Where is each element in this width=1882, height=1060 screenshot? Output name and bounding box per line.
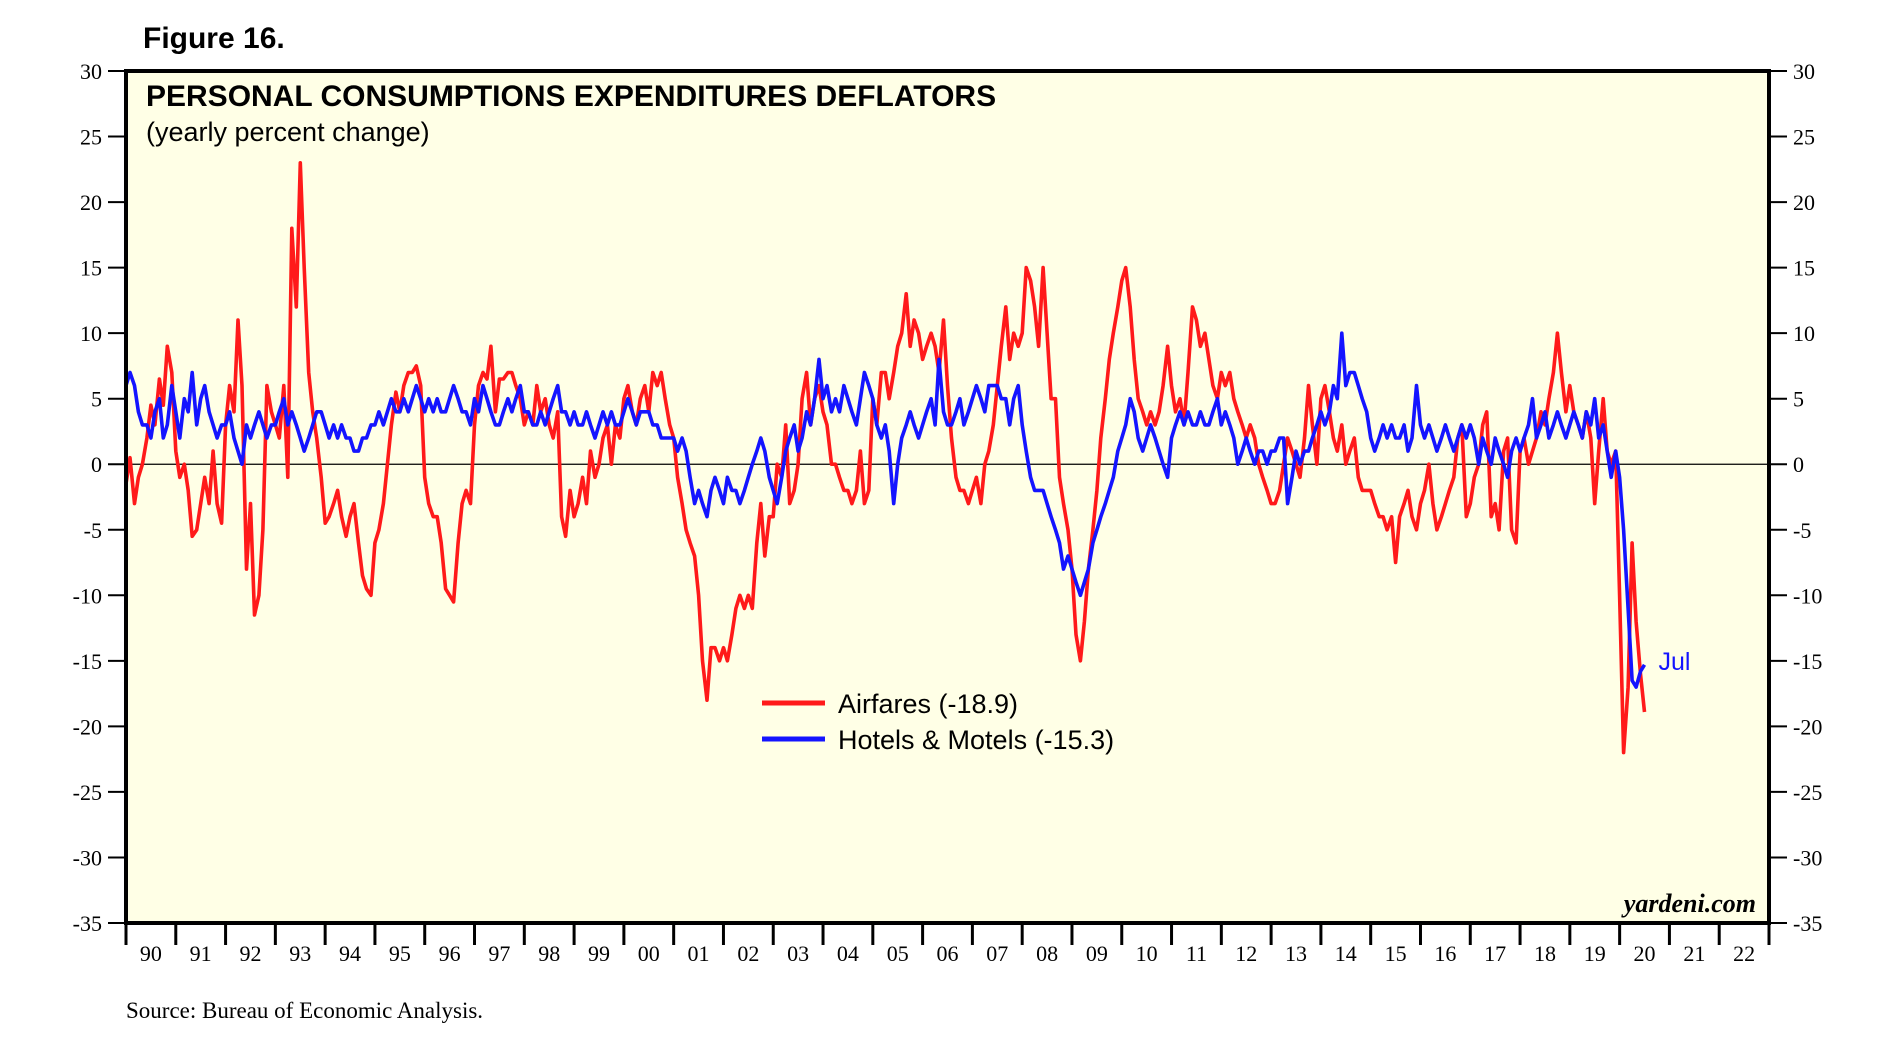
x-tick-label: 16 xyxy=(1434,941,1456,966)
y-tick-label-right: 15 xyxy=(1793,256,1815,281)
y-tick-label-left: -15 xyxy=(73,649,102,674)
chart-subtitle: (yearly percent change) xyxy=(146,117,430,147)
y-tick-label-right: -5 xyxy=(1793,518,1811,543)
x-tick-label: 00 xyxy=(638,941,660,966)
x-tick-label: 10 xyxy=(1136,941,1158,966)
x-tick-label: 11 xyxy=(1186,941,1207,966)
legend-label-airfares: Airfares (-18.9) xyxy=(838,689,1018,719)
y-tick-label-right: -25 xyxy=(1793,780,1822,805)
series-layer xyxy=(124,161,1647,755)
y-tick-label-right: 0 xyxy=(1793,452,1804,477)
plot-frame xyxy=(124,69,1771,925)
x-tick-label: 22 xyxy=(1733,941,1755,966)
y-tick-label-left: -35 xyxy=(73,911,102,936)
x-tick-label: 12 xyxy=(1235,941,1257,966)
x-tick-label: 04 xyxy=(837,941,859,966)
y-tick-label-left: 0 xyxy=(91,452,102,477)
x-tick-label: 20 xyxy=(1634,941,1656,966)
x-tick-label: 13 xyxy=(1285,941,1307,966)
y-tick-label-right: 25 xyxy=(1793,125,1815,150)
y-tick-label-right: -35 xyxy=(1793,911,1822,936)
y-tick-label-left: -5 xyxy=(84,518,102,543)
series-line-hotels xyxy=(124,331,1647,689)
y-tick-label-left: 10 xyxy=(80,321,102,346)
x-tick-label: 98 xyxy=(538,941,560,966)
x-tick-label: 08 xyxy=(1036,941,1058,966)
x-tick-label: 01 xyxy=(688,941,710,966)
y-tick-label-left: -25 xyxy=(73,780,102,805)
legend-label-hotels: Hotels & Motels (-15.3) xyxy=(838,725,1114,755)
x-tick-label: 05 xyxy=(887,941,909,966)
x-tick-label: 09 xyxy=(1086,941,1108,966)
y-tick-label-left: 20 xyxy=(80,190,102,215)
figure-label: Figure 16. xyxy=(143,22,285,55)
y-tick-label-left: 5 xyxy=(91,387,102,412)
x-tick-label: 90 xyxy=(140,941,162,966)
y-tick-label-right: -10 xyxy=(1793,583,1822,608)
x-tick-label: 96 xyxy=(439,941,461,966)
x-tick-label: 07 xyxy=(986,941,1008,966)
y-tick-label-left: -30 xyxy=(73,845,102,870)
y-tick-label-left: -20 xyxy=(73,714,102,739)
y-tick-label-right: -30 xyxy=(1793,845,1822,870)
x-tick-label: 06 xyxy=(937,941,959,966)
x-tick-label: 97 xyxy=(488,941,510,966)
y-tick-label-left: 30 xyxy=(80,59,102,84)
legend: Airfares (-18.9) Hotels & Motels (-15.3) xyxy=(762,689,1114,755)
chart-title: PERSONAL CONSUMPTIONS EXPENDITURES DEFLA… xyxy=(146,80,996,113)
x-tick-label: 18 xyxy=(1534,941,1556,966)
y-tick-label-left: 15 xyxy=(80,256,102,281)
x-tick-label: 17 xyxy=(1484,941,1506,966)
x-tick-label: 21 xyxy=(1683,941,1705,966)
y-tick-label-right: 5 xyxy=(1793,387,1804,412)
y-tick-label-right: 30 xyxy=(1793,59,1815,84)
watermark: yardeni.com xyxy=(1621,889,1756,918)
y-tick-label-right: -20 xyxy=(1793,714,1822,739)
end-marker-label: Jul xyxy=(1659,648,1691,676)
y-tick-label-left: 25 xyxy=(80,125,102,150)
x-tick-label: 99 xyxy=(588,941,610,966)
x-tick-label: 15 xyxy=(1385,941,1407,966)
x-tick-label: 91 xyxy=(190,941,212,966)
x-tick-label: 93 xyxy=(289,941,311,966)
x-tick-label: 95 xyxy=(389,941,411,966)
x-tick-label: 02 xyxy=(737,941,759,966)
y-tick-label-right: 10 xyxy=(1793,321,1815,346)
x-tick-label: 03 xyxy=(787,941,809,966)
source-note: Source: Bureau of Economic Analysis. xyxy=(126,998,483,1023)
y-tick-label-right: -15 xyxy=(1793,649,1822,674)
x-tick-label: 19 xyxy=(1584,941,1606,966)
y-tick-label-right: 20 xyxy=(1793,190,1815,215)
series-line-airfares xyxy=(124,161,1647,755)
y-tick-label-left: -10 xyxy=(73,583,102,608)
x-tick-label: 14 xyxy=(1335,941,1357,966)
x-tick-label: 92 xyxy=(239,941,261,966)
plot-background xyxy=(126,71,1769,923)
x-tick-label: 94 xyxy=(339,941,361,966)
